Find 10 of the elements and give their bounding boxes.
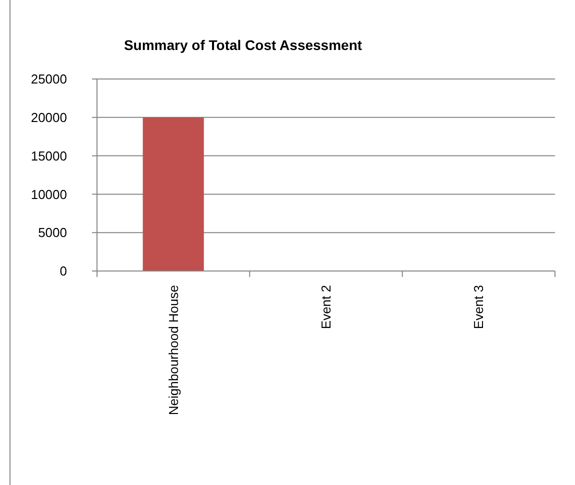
chart-title: Summary of Total Cost Assessment [124, 37, 362, 53]
y-tick-label: 20000 [30, 110, 67, 125]
y-tick-label: 10000 [30, 186, 67, 202]
y-tick-label: 15000 [30, 148, 67, 164]
x-tick-label: Neighbourhood House [166, 285, 181, 416]
x-tick-label: Event 3 [471, 285, 486, 330]
y-tick-label: 0 [60, 264, 67, 279]
x-tick-label: Event 2 [318, 285, 334, 330]
y-tick-label: 25000 [30, 72, 67, 87]
y-tick-label: 5000 [38, 225, 67, 240]
